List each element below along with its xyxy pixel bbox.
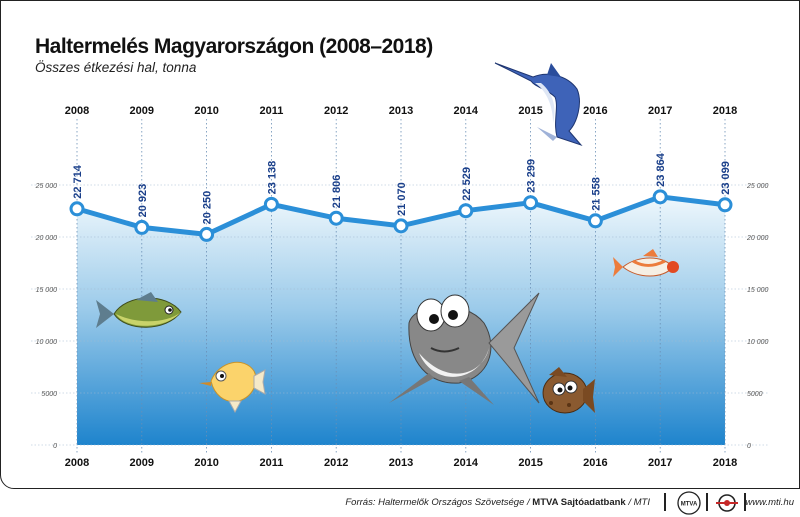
x-tick-label-top: 2017: [648, 105, 672, 117]
x-tick-label-bottom: 2016: [583, 457, 607, 469]
y-tick-label-left: 10 000: [36, 339, 58, 346]
data-label: 20 923: [137, 184, 149, 218]
green-fish-icon: [96, 292, 182, 328]
x-tick-label-top: 2010: [194, 105, 218, 117]
y-tick-label-right: 10 000: [747, 339, 769, 346]
x-tick-label-bottom: 2013: [389, 457, 413, 469]
marlin-icon: [494, 62, 583, 147]
data-point: [69, 201, 85, 217]
x-tick-label-bottom: 2011: [259, 457, 283, 469]
y-tick-label-left: 25 000: [35, 183, 58, 190]
footer: Forrás: Haltermelők Országos Szövetsége …: [0, 489, 800, 517]
source-credit: Forrás: Haltermelők Országos Szövetsége …: [345, 497, 650, 508]
x-tick-label-bottom: 2014: [454, 457, 479, 469]
brown-fish-icon: [542, 367, 595, 414]
x-tick-label-bottom: 2010: [194, 457, 218, 469]
data-label: 21 558: [590, 177, 602, 211]
y-tick-label-right: 20 000: [746, 235, 769, 242]
y-tick-label-right: 15 000: [747, 287, 769, 294]
line-chart: 0 0 5000 5000 10 000 10 000 15 000 15 000 20 000…: [31, 62, 769, 469]
website-link[interactable]: www.mti.hu: [745, 497, 794, 508]
x-tick-label-top: 2009: [130, 105, 154, 117]
x-tick-label-top: 2013: [389, 105, 413, 117]
data-point: [523, 195, 539, 211]
footer-divider: [664, 493, 666, 511]
orange-fish-icon: [613, 249, 679, 277]
data-label: 22 529: [461, 167, 473, 201]
data-label: 20 250: [202, 191, 214, 225]
mtva-logo-icon: MTVA: [677, 491, 701, 515]
x-tick-label-bottom: 2008: [65, 457, 89, 469]
footer-divider: [744, 493, 746, 511]
data-point: [717, 197, 733, 213]
chart-title: Haltermelés Magyarországon (2008–2018): [35, 35, 433, 58]
data-point: [134, 219, 150, 235]
x-tick-label-top: 2014: [454, 105, 479, 117]
data-point: [587, 213, 603, 229]
mti-logo-icon: [716, 494, 738, 512]
angelfish-icon: [199, 361, 266, 414]
y-tick-label-left: 0: [53, 443, 57, 450]
source-bold: MTVA Sajtóadatbank: [532, 497, 626, 508]
data-point: [393, 218, 409, 234]
x-tick-label-top: 2016: [583, 105, 607, 117]
footer-divider: [706, 493, 708, 511]
data-label: 23 299: [526, 159, 538, 193]
y-tick-label-right: 0: [747, 443, 751, 450]
y-tick-label-left: 5000: [41, 391, 57, 398]
mtva-logo-text: MTVA: [681, 502, 698, 508]
x-tick-label-top: 2008: [65, 105, 89, 117]
x-tick-label-bottom: 2018: [713, 457, 737, 469]
x-tick-label-bottom: 2012: [324, 457, 348, 469]
data-label: 21 806: [331, 175, 343, 209]
data-label: 23 864: [655, 152, 667, 187]
x-tick-label-top: 2011: [259, 105, 283, 117]
data-point: [263, 196, 279, 212]
cartoon-fish-icon: [389, 292, 540, 405]
data-point: [458, 203, 474, 219]
data-point: [652, 189, 668, 205]
data-label: 21 070: [396, 182, 408, 216]
data-label: 23 099: [720, 161, 732, 195]
y-tick-label-right: 25 000: [746, 183, 769, 190]
source-suffix: / MTI: [625, 497, 650, 508]
x-tick-label-top: 2015: [518, 105, 542, 117]
x-tick-label-bottom: 2017: [648, 457, 672, 469]
source-prefix: Forrás: Haltermelők Országos Szövetsége …: [345, 497, 533, 508]
data-point: [328, 210, 344, 226]
y-tick-label-right: 5000: [747, 391, 763, 398]
x-tick-label-bottom: 2015: [518, 457, 542, 469]
data-label: 22 714: [72, 164, 84, 199]
data-label: 23 138: [266, 161, 278, 195]
infographic-frame: Haltermelés Magyarországon (2008–2018) Ö…: [0, 0, 800, 489]
y-tick-label-left: 15 000: [36, 287, 58, 294]
data-point: [199, 226, 215, 242]
x-tick-label-top: 2012: [324, 105, 348, 117]
y-tick-label-left: 20 000: [35, 235, 58, 242]
chart-subtitle: Összes étkezési hal, tonna: [35, 60, 197, 75]
x-tick-label-bottom: 2009: [130, 457, 154, 469]
x-tick-label-top: 2018: [713, 105, 737, 117]
